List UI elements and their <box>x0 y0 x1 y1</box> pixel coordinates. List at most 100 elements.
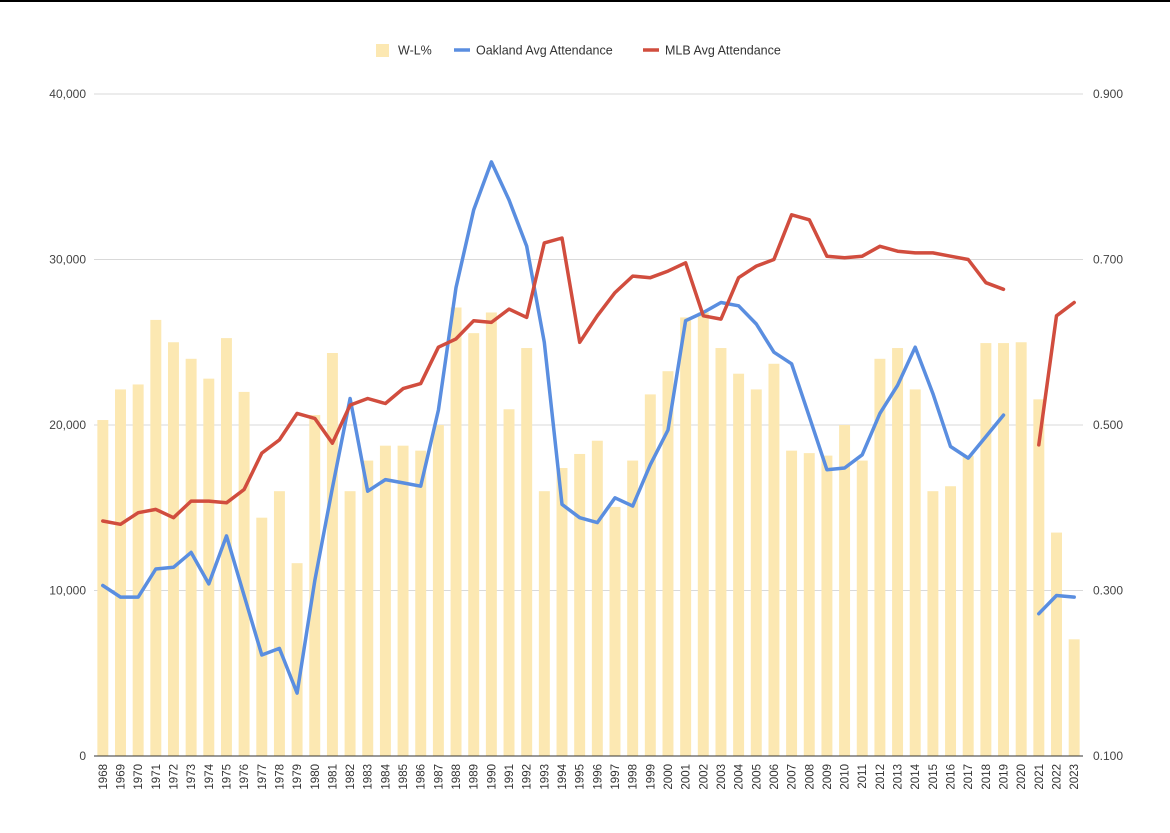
line-series-oakland-attendance <box>101 160 1076 695</box>
line-segment <box>1037 300 1076 447</box>
line-series-mlb-attendance <box>101 213 1076 527</box>
bar-2000 <box>662 371 674 756</box>
x-tick-label: 1994 <box>557 763 569 789</box>
bar-1993 <box>538 491 550 756</box>
bar-1976 <box>238 391 250 756</box>
bar-2018 <box>980 343 992 756</box>
bar-2016 <box>945 486 957 756</box>
bar-1979 <box>291 563 303 756</box>
bar-1995 <box>574 453 586 756</box>
bar-2011 <box>856 460 868 756</box>
x-tick-label: 2001 <box>681 764 693 790</box>
bar-1981 <box>326 353 338 756</box>
bar-1989 <box>468 333 480 756</box>
x-tick-label: 2017 <box>963 764 975 790</box>
bar-1973 <box>185 358 197 756</box>
x-tick-label: 2013 <box>893 764 905 790</box>
x-tick-label: 1984 <box>380 763 392 789</box>
x-tick-label: 1978 <box>274 764 286 790</box>
x-tick-label: 2019 <box>999 764 1011 790</box>
x-tick-label: 2011 <box>857 764 869 789</box>
bar-1983 <box>362 460 374 756</box>
x-tick-label: 1980 <box>310 764 322 790</box>
x-tick-label: 2012 <box>875 764 887 790</box>
y-left-tick-label: 10,000 <box>49 584 86 598</box>
y-left-tick-label: 30,000 <box>49 253 86 267</box>
bar-1974 <box>203 378 215 756</box>
bar-1982 <box>344 491 356 756</box>
x-tick-label: 2006 <box>769 764 781 790</box>
bar-1970 <box>132 384 144 756</box>
bar-1971 <box>150 319 162 756</box>
x-tick-label: 2003 <box>716 764 728 790</box>
y-left-tick-label: 0 <box>79 749 86 763</box>
bar-2005 <box>750 389 762 756</box>
x-tick-label: 1986 <box>416 764 428 790</box>
y-right-tick-label: 0.300 <box>1093 584 1123 598</box>
bar-1999 <box>644 394 656 756</box>
x-tick-label: 1975 <box>221 764 233 790</box>
legend: W-L% Oakland Avg Attendance MLB Avg Attend… <box>376 44 781 58</box>
bar-2006 <box>768 363 780 756</box>
x-tick-label: 2008 <box>804 764 816 790</box>
y-right-tick-label: 0.700 <box>1093 253 1123 267</box>
x-tick-label: 2007 <box>787 764 799 790</box>
bar-2021 <box>1033 399 1045 756</box>
bar-1994 <box>556 468 568 756</box>
y-axis-left-ticks: 0 10,000 20,000 30,000 40,000 <box>49 87 86 763</box>
x-tick-label: 1990 <box>486 764 498 790</box>
x-tick-label: 1969 <box>115 764 127 790</box>
bar-2009 <box>821 455 833 756</box>
x-tick-label: 1998 <box>628 764 640 790</box>
bar-2015 <box>927 491 939 756</box>
y-right-tick-label: 0.500 <box>1093 418 1123 432</box>
x-axis-ticks: 1968 1969 1970 1971 1972 1973 1974 1975 1976 1977… <box>98 763 1081 789</box>
bar-2022 <box>1051 532 1062 756</box>
bar-1997 <box>609 506 621 756</box>
x-tick-label: 1982 <box>345 764 357 790</box>
line-segment <box>101 160 1006 695</box>
bar-1977 <box>256 517 268 756</box>
x-tick-label: 1996 <box>592 764 604 790</box>
x-tick-label: 1977 <box>257 764 269 790</box>
x-tick-label: 2015 <box>928 764 940 790</box>
y-left-tick-label: 40,000 <box>49 87 86 101</box>
y-left-tick-label: 20,000 <box>49 418 86 432</box>
x-tick-label: 1972 <box>168 764 180 790</box>
bar-1972 <box>167 342 179 756</box>
bar-1991 <box>503 409 515 756</box>
bar-2023 <box>1068 639 1080 756</box>
x-tick-label: 2010 <box>840 764 852 790</box>
bar-1992 <box>521 348 533 756</box>
bar-1990 <box>485 312 497 756</box>
bar-1978 <box>273 491 285 756</box>
x-tick-label: 1970 <box>133 764 145 790</box>
bar-series-wl-pct <box>97 307 1080 756</box>
line-segment <box>101 213 1006 527</box>
bar-1968 <box>97 420 109 756</box>
bar-2007 <box>786 450 798 756</box>
x-tick-label: 1973 <box>186 764 198 790</box>
x-tick-label: 1968 <box>98 764 110 790</box>
x-tick-label: 2000 <box>663 764 675 790</box>
legend-swatch <box>376 44 389 57</box>
x-tick-label: 2009 <box>822 764 834 790</box>
bar-1984 <box>379 445 391 756</box>
x-tick-label: 1995 <box>575 764 587 790</box>
x-tick-label: 2020 <box>1016 764 1028 790</box>
legend-label: Oakland Avg Attendance <box>476 44 613 58</box>
bar-1998 <box>627 460 639 756</box>
x-tick-label: 2022 <box>1052 764 1064 790</box>
y-axis-right-ticks: 0.100 0.300 0.500 0.700 0.900 <box>1093 87 1123 763</box>
y-right-tick-label: 0.100 <box>1093 749 1123 763</box>
x-tick-label: 2018 <box>981 764 993 790</box>
line-segment <box>1037 593 1076 616</box>
x-tick-label: 1993 <box>539 764 551 790</box>
x-tick-label: 1979 <box>292 764 304 790</box>
bar-1969 <box>115 389 126 756</box>
x-tick-label: 1974 <box>204 763 216 789</box>
bar-2004 <box>733 373 745 756</box>
bar-1985 <box>397 445 409 756</box>
bar-1996 <box>591 440 603 756</box>
